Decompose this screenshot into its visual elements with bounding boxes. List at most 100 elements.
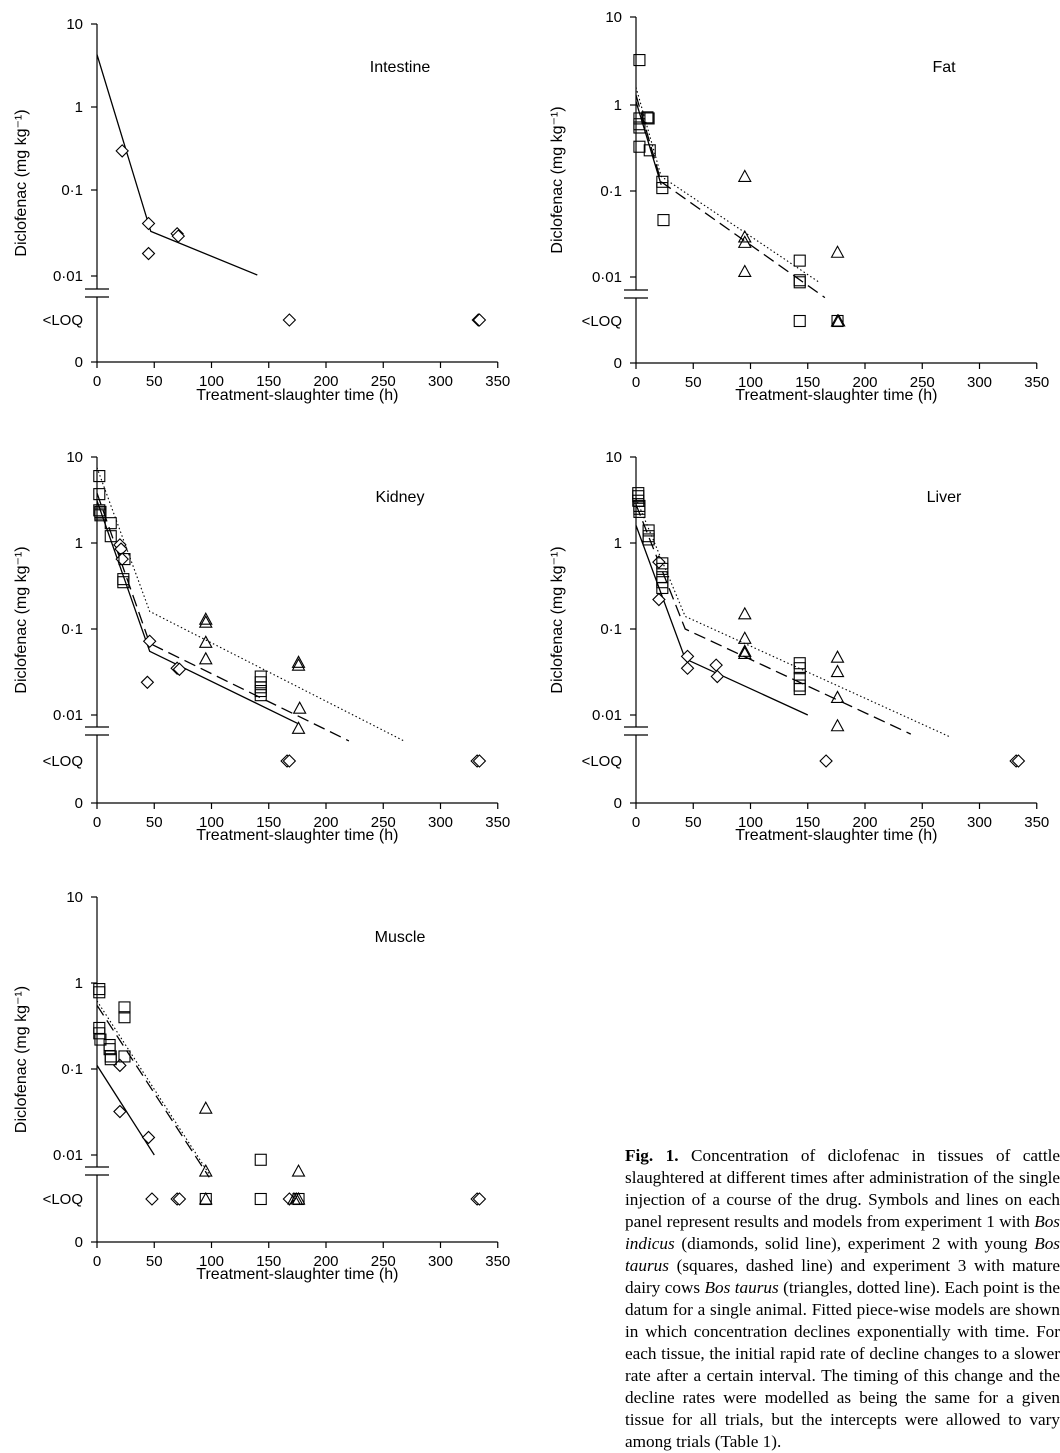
square-point <box>633 140 646 153</box>
y-axis-label: Diclofenac (mg kg⁻¹) <box>13 546 30 693</box>
y-tick-label: 0·01 <box>592 269 622 286</box>
model-line-dotted <box>635 498 952 738</box>
model-line-dashed <box>96 492 350 742</box>
diamond-point <box>141 1130 156 1145</box>
model-line-dashed <box>635 504 912 735</box>
x-tick-label: 300 <box>967 814 992 831</box>
diamond-point <box>472 754 487 768</box>
triangle-point <box>737 631 752 644</box>
diamond-point <box>680 661 695 675</box>
square-point <box>793 662 806 675</box>
x-tick-label: 0 <box>632 814 640 831</box>
x-tick-label: 0 <box>93 1253 101 1270</box>
square-point <box>94 509 107 522</box>
x-tick-label: 50 <box>146 373 163 390</box>
triangle-point <box>198 635 213 648</box>
figure-caption: Fig. 1. Concentration of diclofenac in t… <box>625 1145 1060 1453</box>
y-tick-label: 0 <box>75 1234 83 1251</box>
square-point <box>633 121 646 134</box>
diamond-point <box>709 658 723 672</box>
diamond-point <box>142 634 157 649</box>
panel-title: Intestine <box>370 59 431 76</box>
y-tick-label: 1 <box>614 535 622 552</box>
triangle-point <box>737 264 752 278</box>
square-point <box>656 182 669 195</box>
y-tick-label: <LOQ <box>43 312 83 329</box>
diamond-point <box>141 246 156 261</box>
triangle-point <box>291 1191 306 1205</box>
square-point <box>642 112 655 125</box>
x-tick-label: 350 <box>485 814 510 831</box>
model-line-dashed <box>635 94 826 299</box>
square-point <box>104 530 117 543</box>
model-line-dashed <box>96 1004 210 1178</box>
x-tick-label: 50 <box>685 374 702 391</box>
triangle-point <box>292 701 307 714</box>
x-axis-label: Treatment-slaughter time (h) <box>196 387 398 404</box>
panel-title: Kidney <box>376 489 425 506</box>
x-axis-label: Treatment-slaughter time (h) <box>735 387 937 404</box>
y-tick-label: 0 <box>614 795 622 812</box>
y-tick-label: 1 <box>75 975 83 992</box>
y-axis-label: Diclofenac (mg kg⁻¹) <box>549 546 566 693</box>
model-line-dotted <box>96 1000 210 1175</box>
y-tick-label: <LOQ <box>43 753 83 770</box>
square-point <box>254 689 267 702</box>
square-point <box>93 488 106 501</box>
square-point <box>641 111 654 124</box>
x-axis-label: Treatment-slaughter time (h) <box>196 827 398 844</box>
x-tick-label: 100 <box>738 814 763 831</box>
y-tick-label: 10 <box>605 449 622 466</box>
diamond-point <box>472 313 487 327</box>
y-tick-label: 0·1 <box>600 183 622 200</box>
x-tick-label: 300 <box>428 1253 453 1270</box>
caption-text: (diamonds, solid line), experiment 2 wit… <box>674 1234 1035 1253</box>
caption-italic-text: Bos indicus <box>625 1212 1060 1253</box>
y-tick-label: 1 <box>75 99 83 116</box>
square-point <box>793 683 806 696</box>
square-point <box>104 517 117 530</box>
model-line-solid <box>96 500 298 724</box>
triangle-point <box>291 721 306 734</box>
x-tick-label: 350 <box>1024 374 1049 391</box>
square-point <box>93 1027 106 1040</box>
y-tick-label: 0·01 <box>53 707 83 724</box>
triangle-point <box>198 615 213 628</box>
triangle-point <box>830 718 845 732</box>
diamond-point <box>140 675 155 690</box>
diamond-point <box>141 216 156 231</box>
x-tick-label: 350 <box>485 1253 510 1270</box>
x-axis-label: Treatment-slaughter time (h) <box>735 827 937 844</box>
square-point <box>793 314 806 328</box>
model-line-dotted <box>96 467 405 742</box>
triangle-point <box>830 245 845 258</box>
triangle-point <box>737 169 752 182</box>
model-line-solid <box>635 101 662 185</box>
x-tick-label: 250 <box>371 373 396 390</box>
diamond-point <box>282 313 297 327</box>
square-point <box>118 1050 131 1063</box>
diamond-point <box>113 1104 127 1119</box>
square-point <box>103 1043 116 1056</box>
x-tick-label: 50 <box>685 814 702 831</box>
caption-italic-text: Bos taurus <box>625 1234 1060 1275</box>
square-point <box>656 581 669 595</box>
x-tick-label: 0 <box>93 814 101 831</box>
diamond-point <box>710 669 725 684</box>
square-point <box>254 1192 267 1206</box>
square-point <box>118 553 131 566</box>
square-point <box>93 986 106 999</box>
square-point <box>93 983 106 996</box>
x-tick-label: 300 <box>967 374 992 391</box>
y-tick-label: 0·1 <box>61 182 83 199</box>
x-tick-label: 150 <box>256 373 281 390</box>
y-tick-label: <LOQ <box>582 753 622 770</box>
triangle-point <box>830 690 845 703</box>
model-line-solid <box>96 1065 155 1156</box>
model-line-solid <box>96 54 258 276</box>
x-axis-label: Treatment-slaughter time (h) <box>196 1266 398 1283</box>
x-tick-label: 250 <box>910 814 935 831</box>
panel-title: Fat <box>932 59 956 76</box>
caption-text: Concentration of diclofenac in tissues o… <box>625 1146 1060 1231</box>
